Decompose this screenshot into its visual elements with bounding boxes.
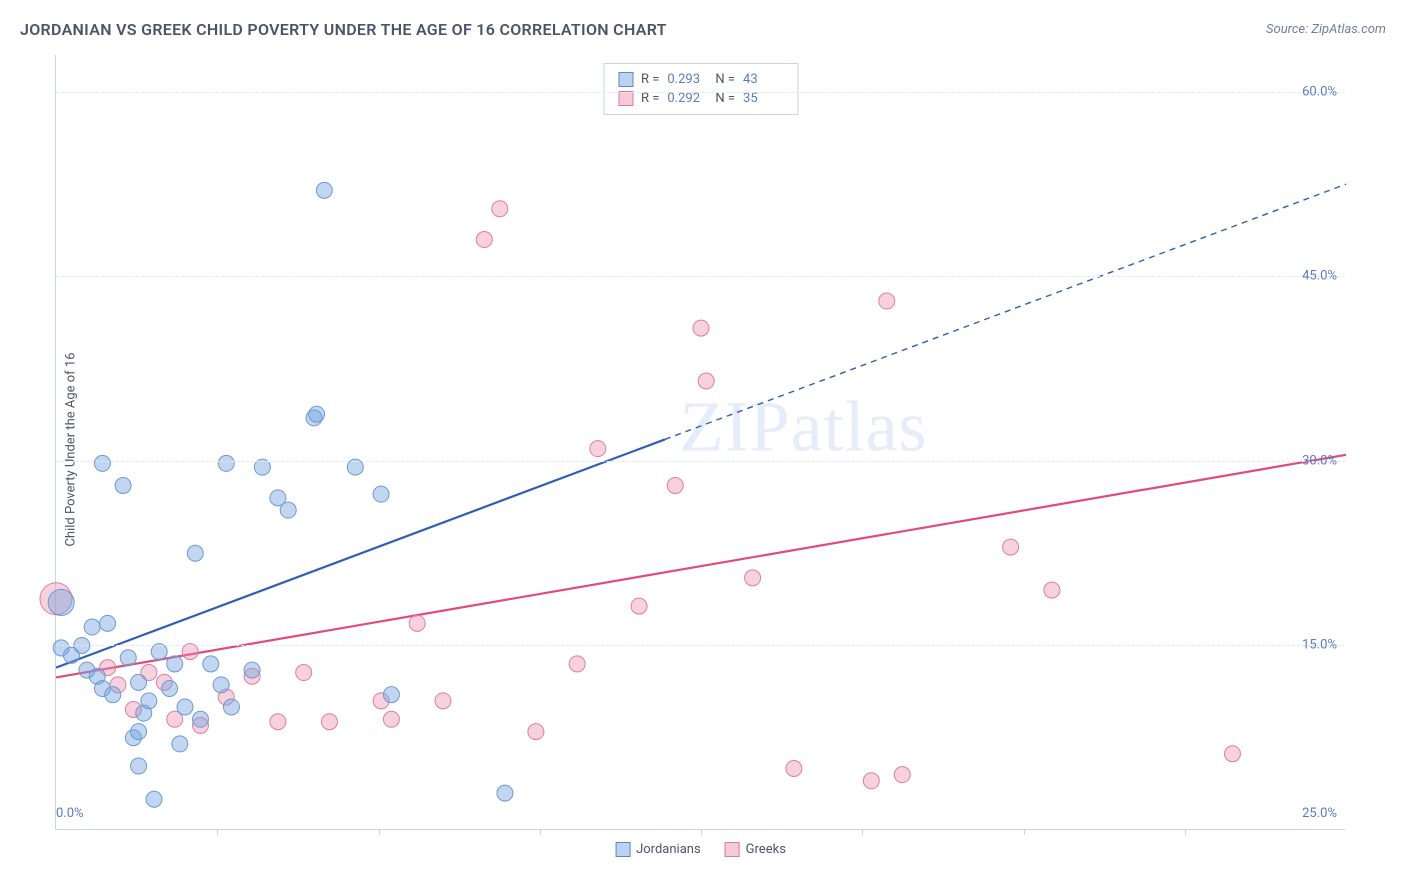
- chart-title: JORDANIAN VS GREEK CHILD POVERTY UNDER T…: [20, 20, 667, 39]
- gridline: [56, 645, 1345, 646]
- data-point: [497, 785, 513, 801]
- legend-label: Greeks: [746, 842, 786, 857]
- data-point: [280, 502, 296, 518]
- legend-label: Jordanians: [636, 842, 701, 857]
- data-point: [105, 687, 121, 703]
- legend-item-greeks: Greeks: [725, 842, 786, 857]
- data-point: [476, 232, 492, 248]
- data-point: [631, 598, 647, 614]
- data-point: [120, 650, 136, 666]
- data-point: [316, 182, 332, 198]
- source-label: Source: ZipAtlas.com: [1266, 22, 1386, 37]
- data-point: [146, 791, 162, 807]
- data-point: [1003, 539, 1019, 555]
- data-point: [383, 711, 399, 727]
- xtick: [862, 829, 863, 835]
- data-point: [192, 711, 208, 727]
- data-point: [131, 724, 147, 740]
- data-point: [786, 760, 802, 776]
- data-point: [492, 201, 508, 217]
- data-point: [244, 662, 260, 678]
- xtick-label: 25.0%: [1302, 806, 1337, 821]
- data-point: [203, 656, 219, 672]
- data-point: [270, 714, 286, 730]
- xtick: [217, 829, 218, 835]
- xtick: [540, 829, 541, 835]
- legend-item-jordanians: Jordanians: [615, 842, 701, 857]
- xtick: [379, 829, 380, 835]
- xtick-label: 0.0%: [56, 806, 84, 821]
- gridline: [56, 461, 1345, 462]
- data-point: [590, 441, 606, 457]
- data-point: [667, 478, 683, 494]
- data-point: [167, 656, 183, 672]
- data-point: [89, 668, 105, 684]
- data-point: [177, 699, 193, 715]
- data-point: [435, 693, 451, 709]
- data-point: [187, 545, 203, 561]
- swatch-icon: [725, 842, 740, 857]
- data-point: [569, 656, 585, 672]
- data-point: [100, 615, 116, 631]
- data-point: [172, 736, 188, 752]
- data-point: [745, 570, 761, 586]
- ytick-label: 30.0%: [1302, 453, 1337, 468]
- xtick: [1185, 829, 1186, 835]
- data-point: [1044, 582, 1060, 598]
- xtick: [701, 829, 702, 835]
- data-point: [115, 478, 131, 494]
- xtick: [1024, 829, 1025, 835]
- data-point: [879, 293, 895, 309]
- data-point: [213, 677, 229, 693]
- data-point: [84, 619, 100, 635]
- data-point: [131, 674, 147, 690]
- data-point: [894, 767, 910, 783]
- data-point: [94, 455, 110, 471]
- ytick-label: 45.0%: [1302, 269, 1337, 284]
- plot-area: Child Poverty Under the Age of 16 ZIPatl…: [55, 55, 1345, 830]
- legend: Jordanians Greeks: [615, 842, 786, 857]
- swatch-icon: [615, 842, 630, 857]
- ytick-label: 15.0%: [1302, 638, 1337, 653]
- data-point: [863, 773, 879, 789]
- data-point: [131, 758, 147, 774]
- gridline: [56, 276, 1345, 277]
- data-point: [373, 486, 389, 502]
- data-point: [162, 681, 178, 697]
- data-point: [321, 714, 337, 730]
- data-point: [223, 699, 239, 715]
- data-point: [218, 455, 234, 471]
- chart-svg: [56, 55, 1345, 829]
- data-point: [141, 693, 157, 709]
- data-point: [693, 320, 709, 336]
- data-point: [528, 724, 544, 740]
- data-point: [409, 615, 425, 631]
- ytick-label: 60.0%: [1302, 84, 1337, 99]
- data-point: [48, 589, 74, 615]
- gridline: [56, 92, 1345, 93]
- data-point: [1224, 746, 1240, 762]
- data-point: [296, 665, 312, 681]
- data-point: [698, 373, 714, 389]
- data-point: [383, 687, 399, 703]
- data-point: [309, 406, 325, 422]
